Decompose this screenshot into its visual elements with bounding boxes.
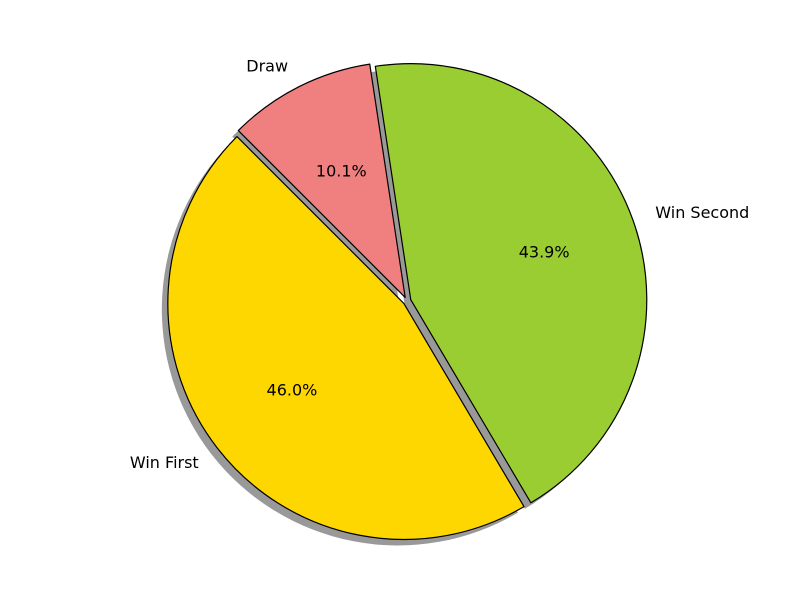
label-layer: 46.0% Win First 43.9% Win Second 10.1% Draw (130, 56, 749, 472)
slice-layer (167, 63, 648, 541)
category-label-draw: Draw (246, 56, 288, 75)
category-label-win-second: Win Second (655, 203, 749, 222)
pie-slice-win-first (167, 135, 525, 541)
percent-label-draw: 10.1% (316, 162, 367, 181)
category-label-win-first: Win First (130, 453, 199, 472)
pie-slice-draw (237, 63, 406, 299)
pie-slice-win-second (374, 63, 648, 504)
percent-label-win-second: 43.9% (519, 243, 570, 262)
percent-label-win-first: 46.0% (267, 381, 318, 400)
